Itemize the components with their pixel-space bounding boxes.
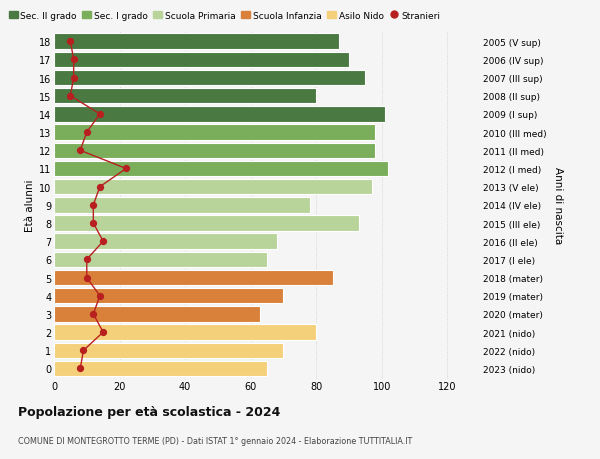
Point [95, 184, 104, 191]
Bar [54, 343, 283, 358]
Point [89, 202, 98, 209]
Y-axis label: Età alunni: Età alunni [25, 179, 35, 232]
Text: Popolazione per età scolastica - 2024: Popolazione per età scolastica - 2024 [18, 405, 280, 419]
Point [89, 311, 98, 318]
Bar [54, 143, 375, 159]
Bar [54, 125, 375, 140]
Point [76, 365, 85, 372]
Point [121, 165, 131, 173]
Bar [54, 307, 260, 322]
Bar [54, 34, 339, 50]
Bar [54, 288, 283, 304]
Bar [54, 198, 310, 213]
Point [69, 75, 79, 82]
Y-axis label: Anni di nascita: Anni di nascita [553, 167, 563, 244]
Point [82, 256, 92, 263]
Point [65, 93, 75, 100]
Point [89, 220, 98, 227]
Point [82, 129, 92, 136]
Bar [54, 162, 388, 177]
Bar [54, 325, 316, 340]
Legend: Sec. II grado, Sec. I grado, Scuola Primaria, Scuola Infanzia, Asilo Nido, Stran: Sec. II grado, Sec. I grado, Scuola Prim… [5, 8, 443, 24]
Point [98, 329, 108, 336]
Bar [54, 216, 359, 231]
Bar [54, 179, 372, 195]
Point [95, 111, 104, 118]
Point [98, 238, 108, 246]
Bar [54, 52, 349, 68]
Point [95, 292, 104, 300]
Point [65, 39, 75, 46]
Text: COMUNE DI MONTEGROTTO TERME (PD) - Dati ISTAT 1° gennaio 2024 - Elaborazione TUT: COMUNE DI MONTEGROTTO TERME (PD) - Dati … [18, 436, 412, 445]
Bar [54, 252, 267, 268]
Bar [54, 107, 385, 123]
Point [69, 56, 79, 64]
Bar [54, 89, 316, 104]
Point [76, 147, 85, 155]
Bar [54, 270, 332, 285]
Bar [54, 71, 365, 86]
Bar [54, 234, 277, 249]
Point [82, 274, 92, 282]
Point [79, 347, 88, 354]
Bar [54, 361, 267, 376]
